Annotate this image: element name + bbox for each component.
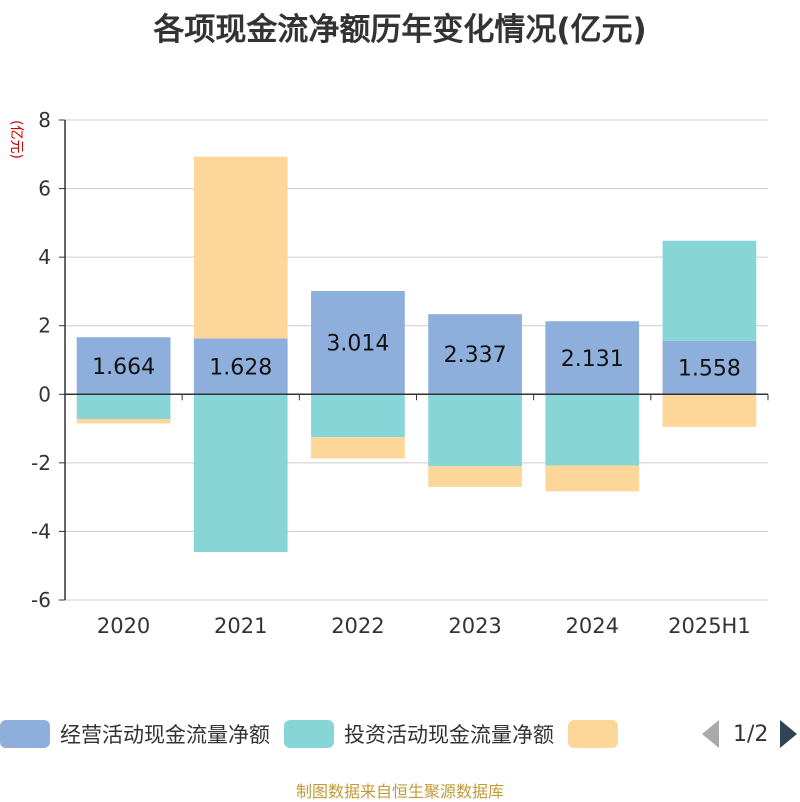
data-label: 2.131 [561, 347, 624, 372]
x-tick-label: 2024 [566, 614, 619, 638]
legend-swatch-investing [284, 720, 334, 748]
y-tick-label: -4 [31, 519, 51, 543]
y-tick-label: -2 [31, 451, 51, 475]
x-tick-label: 2021 [214, 614, 267, 638]
bar-segment [428, 314, 522, 395]
bar-segment [193, 338, 288, 395]
bars [76, 156, 757, 552]
bar-segment [311, 437, 405, 459]
bar-segment [428, 394, 522, 467]
legend-pager: 1/2 [702, 717, 798, 751]
bar-segment [662, 240, 757, 341]
bar-segment [662, 394, 757, 427]
legend-item-investing[interactable]: 投资活动现金流量净额 [284, 719, 554, 749]
chart-title: 各项现金流净额历年变化情况(亿元) [153, 12, 647, 48]
data-label: 2.337 [444, 343, 507, 368]
bar-segment [76, 418, 171, 424]
grid-lines [65, 119, 768, 601]
data-source-note: 制图数据来自恒生聚源数据库 [295, 782, 504, 801]
axes: 8 6 4 2 0 -2 -4 -6 2020 2021 2022 2023 2024 2025H1 [31, 108, 769, 638]
legend-item-financing[interactable] [568, 720, 628, 748]
legend-item-operating[interactable]: 经营活动现金流量净额 [0, 719, 270, 749]
bar-segment [311, 394, 405, 438]
y-tick-label: 2 [38, 314, 51, 338]
legend-swatch-operating [0, 720, 50, 748]
data-label: 3.014 [326, 332, 389, 357]
legend-label-operating: 经营活动现金流量净额 [60, 723, 270, 747]
data-labels: 1.664 1.628 3.014 2.337 2.131 1.558 [92, 332, 741, 382]
legend-prev-arrow-icon[interactable] [702, 720, 719, 748]
y-tick-label: 6 [38, 177, 51, 201]
legend-label-investing: 投资活动现金流量净额 [344, 723, 554, 747]
y-tick-label: 4 [38, 245, 51, 269]
bar-segment [545, 465, 640, 492]
legend-page-indicator: 1/2 [733, 721, 769, 747]
bar-segment [193, 156, 288, 339]
bar-segment [545, 394, 640, 466]
bar-segment [662, 340, 757, 395]
bar-segment [311, 290, 405, 395]
data-label: 1.628 [209, 355, 272, 380]
bar-segment [193, 394, 288, 552]
legend-swatch-financing [568, 720, 618, 748]
data-label: 1.664 [92, 355, 155, 380]
bar-segment [545, 321, 640, 395]
bar-segment [76, 337, 171, 395]
bar-segment [428, 466, 522, 487]
y-tick-label: -6 [31, 588, 51, 612]
legend-next-arrow-icon[interactable] [780, 720, 798, 748]
x-tick-label: 2020 [97, 614, 150, 638]
bar-segment [76, 394, 171, 419]
x-tick-label: 2022 [331, 614, 384, 638]
data-label: 1.558 [678, 357, 741, 382]
legend: 经营活动现金流量净额 投资活动现金流量净额 [0, 717, 642, 751]
y-tick-label: 0 [38, 382, 51, 406]
y-axis-unit-label: (亿元) [8, 120, 24, 159]
x-tick-label: 2023 [448, 614, 501, 638]
y-tick-label: 8 [38, 108, 51, 132]
x-tick-label: 2025H1 [668, 614, 751, 638]
chart-area: (亿元) 8 6 4 2 0 -2 -4 -6 2020 2021 2022 2023 2024 2025… [8, 108, 769, 638]
